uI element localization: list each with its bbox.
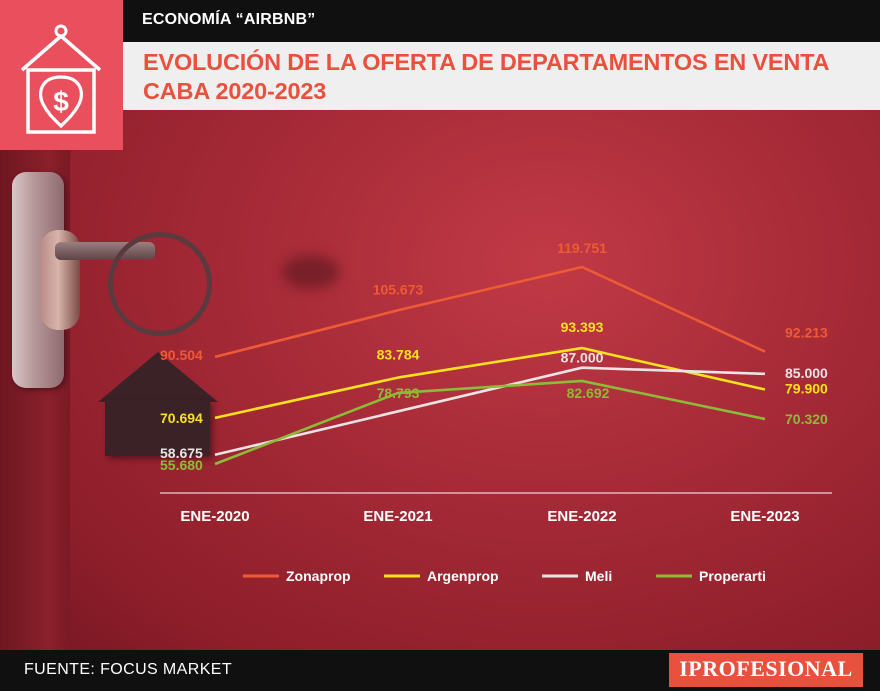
section-tag: ECONOMÍA “AIRBNB” (142, 11, 316, 28)
legend-label: Meli (585, 568, 612, 584)
data-label: 105.673 (373, 281, 424, 297)
house-keychain-roof (98, 352, 218, 402)
x-tick-label: ENE-2022 (547, 508, 616, 525)
key-ring (108, 232, 212, 336)
legend-label: Argenprop (427, 568, 499, 584)
data-label: 93.393 (561, 319, 604, 335)
chart-title-line1: EVOLUCIÓN DE LA OFERTA DE DEPARTAMENTOS … (143, 49, 830, 75)
svg-text:$: $ (53, 86, 69, 117)
series-line-argenprop (214, 346, 766, 420)
logo-tile: $ (0, 0, 123, 150)
data-label: 85.000 (785, 365, 828, 381)
price-tag-house-dollar-icon: $ (20, 24, 102, 134)
data-label: 90.504 (160, 347, 203, 363)
brand-badge (669, 653, 863, 687)
data-label: 79.900 (785, 381, 828, 397)
data-label: 83.784 (377, 347, 420, 363)
data-label: 82.692 (567, 385, 610, 401)
chart-title-line2: CABA 2020-2023 (143, 78, 327, 104)
data-label: 70.694 (160, 410, 203, 426)
data-label: 55.680 (160, 457, 203, 473)
series-line-properarti (214, 379, 766, 466)
data-label: 119.751 (557, 240, 607, 256)
x-tick-label: ENE-2020 (180, 508, 249, 525)
data-label: 70.320 (785, 411, 828, 427)
data-label: 92.213 (785, 325, 828, 341)
legend-label: Zonaprop (286, 568, 351, 584)
series-line-meli (214, 366, 766, 457)
blur-spot (282, 255, 340, 289)
house-keychain (105, 400, 210, 456)
x-tick-label: ENE-2023 (730, 508, 799, 525)
legend-label: Properarti (699, 568, 766, 584)
brand-logo: IPROFESIONAL (679, 656, 853, 681)
x-tick-label: ENE-2021 (363, 508, 432, 525)
title-bar (123, 42, 880, 110)
series-line-zonaprop (214, 265, 766, 359)
source-note: FUENTE: FOCUS MARKET (24, 661, 233, 678)
data-label: 87.000 (561, 350, 604, 366)
data-label: 58.675 (160, 445, 203, 461)
header-bar (123, 0, 880, 42)
data-label: 78.793 (377, 385, 420, 401)
